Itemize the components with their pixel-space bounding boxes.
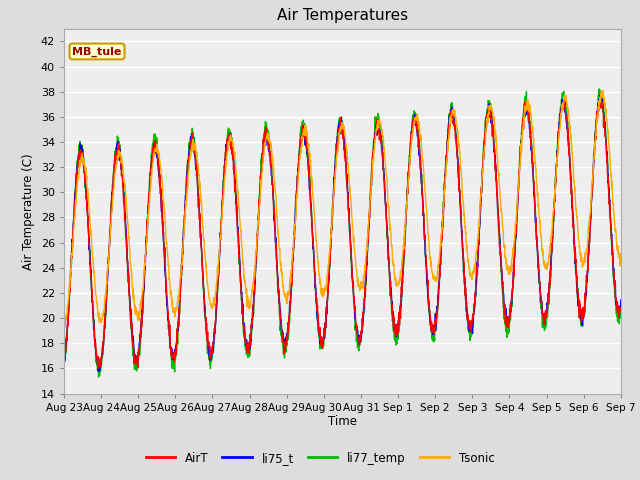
AirT (359, 324, 367, 329)
Tsonic (216, 247, 223, 252)
Tsonic (60, 324, 68, 330)
li75_t (597, 91, 605, 97)
li75_t (216, 255, 223, 261)
li77_temp (60, 361, 68, 367)
Line: AirT: AirT (64, 96, 621, 369)
li75_t (60, 360, 68, 365)
li77_temp (95, 374, 102, 380)
li75_t (504, 322, 512, 327)
li75_t (584, 271, 591, 277)
Tsonic (61, 324, 69, 330)
AirT (504, 315, 512, 321)
li75_t (95, 368, 102, 374)
Legend: AirT, li75_t, li77_temp, Tsonic: AirT, li75_t, li77_temp, Tsonic (141, 447, 499, 469)
li75_t (371, 134, 379, 140)
li75_t (568, 195, 575, 201)
li77_temp (359, 324, 367, 329)
Tsonic (568, 144, 575, 150)
AirT (94, 366, 102, 372)
Title: Air Temperatures: Air Temperatures (277, 9, 408, 24)
li75_t (617, 297, 625, 303)
li77_temp (617, 312, 625, 317)
li77_temp (504, 331, 512, 337)
li77_temp (216, 251, 223, 257)
Tsonic (504, 270, 512, 276)
AirT (584, 268, 591, 274)
AirT (371, 133, 379, 139)
Line: li77_temp: li77_temp (64, 89, 621, 377)
Y-axis label: Air Temperature (C): Air Temperature (C) (22, 153, 35, 269)
Tsonic (359, 286, 367, 291)
Line: Tsonic: Tsonic (64, 91, 621, 327)
li77_temp (584, 277, 591, 283)
Tsonic (599, 88, 607, 94)
li77_temp (568, 192, 575, 198)
li77_temp (595, 86, 603, 92)
Text: MB_tule: MB_tule (72, 47, 122, 57)
AirT (568, 194, 575, 200)
Tsonic (371, 140, 379, 145)
AirT (617, 306, 625, 312)
Tsonic (617, 251, 625, 257)
Line: li75_t: li75_t (64, 94, 621, 371)
li75_t (359, 320, 367, 325)
li77_temp (371, 123, 379, 129)
AirT (216, 247, 223, 252)
AirT (60, 361, 68, 367)
X-axis label: Time: Time (328, 415, 357, 429)
AirT (597, 93, 605, 99)
Tsonic (584, 243, 591, 249)
